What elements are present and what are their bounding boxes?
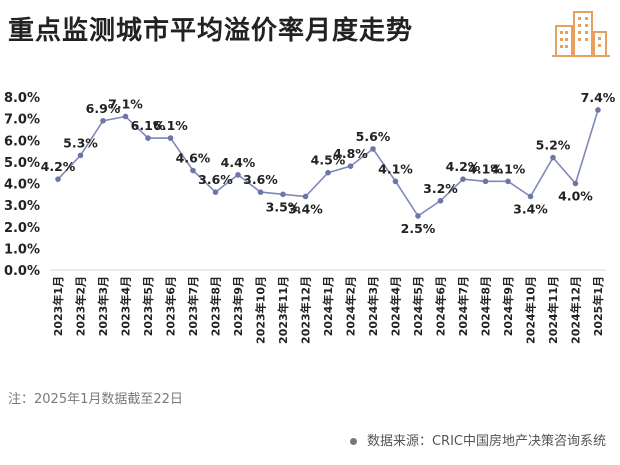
x-tick-label: 2023年6月 [164, 276, 178, 336]
data-label: 4.4% [221, 155, 256, 170]
x-tick-label: 2024年9月 [501, 276, 515, 336]
data-point [280, 191, 286, 198]
data-label: 4.2% [41, 159, 76, 174]
chart-title: 重点监测城市平均溢价率月度走势 [8, 16, 414, 46]
y-tick-label: 6.0% [4, 134, 40, 149]
x-tick-label: 2023年2月 [74, 276, 88, 336]
data-label: 5.6% [356, 129, 391, 144]
markers [55, 107, 601, 219]
data-label: 4.1% [468, 161, 503, 176]
data-label: 3.4% [513, 201, 548, 216]
dot-icon [349, 438, 357, 445]
data-point [572, 180, 579, 187]
data-label: 4.5% [311, 153, 346, 168]
data-point [347, 163, 354, 169]
x-tick-label: 2024年5月 [411, 276, 425, 336]
y-tick-label: 3.0% [4, 199, 40, 214]
data-label: 5.2% [536, 138, 571, 153]
x-tick-label: 2024年1月 [321, 276, 335, 336]
data-point [77, 152, 84, 159]
y-tick-label: 7.0% [4, 113, 40, 128]
data-point [212, 189, 219, 195]
data-label: 3.6% [243, 172, 278, 187]
x-tick-label: 2024年7月 [456, 276, 470, 336]
data-label: 4.1% [491, 161, 526, 176]
y-tick-label: 8.0% [4, 91, 40, 106]
data-point [370, 146, 376, 152]
data-label: 4.2% [446, 159, 481, 174]
data-point [122, 113, 129, 120]
y-tick-label: 5.0% [4, 156, 40, 171]
y-tick-label: 4.0% [4, 178, 40, 193]
data-point [505, 178, 511, 185]
x-tick-label: 2023年3月 [96, 276, 110, 336]
data-point [527, 193, 534, 200]
data-point [257, 189, 264, 195]
data-point [167, 135, 174, 141]
x-tick-label: 2023年8月 [209, 276, 223, 336]
footnote: 注：2025年1月数据截至22日 [8, 392, 183, 407]
data-label: 6.1% [131, 118, 166, 133]
x-axis: 2023年1月 2023年2月 2023年3月 2023年4月 2023年5月 2023年… [51, 276, 605, 344]
data-point [482, 178, 489, 185]
data-source-text: 数据来源：CRIC中国房地产决策咨询系统 [366, 434, 606, 449]
data-label: 3.4% [288, 201, 323, 216]
x-tick-label: 2024年3月 [366, 276, 380, 336]
x-tick-label: 2023年4月 [119, 276, 133, 336]
y-tick-label: 1.0% [4, 242, 40, 257]
data-point [437, 198, 444, 204]
x-tick-label: 2023年5月 [141, 276, 155, 336]
data-point [392, 178, 399, 185]
data-point [415, 213, 421, 219]
x-tick-label: 2024年11月 [546, 276, 560, 344]
data-point [302, 193, 309, 200]
data-label: 4.1% [378, 161, 413, 176]
data-point [595, 107, 601, 113]
buildings-icon [552, 11, 610, 57]
x-tick-label: 2024年12月 [569, 276, 583, 344]
x-tick-label: 2023年9月 [231, 276, 245, 336]
x-tick-label: 2024年2月 [344, 276, 358, 336]
data-point [235, 172, 241, 178]
x-tick-label: 2023年12月 [299, 276, 313, 344]
x-tick-label: 2024年6月 [434, 276, 448, 336]
data-label: 2.5% [401, 221, 436, 236]
data-label: 3.5% [266, 199, 301, 214]
data-point [460, 176, 466, 182]
x-tick-label: 2024年4月 [389, 276, 403, 336]
x-tick-label: 2023年7月 [186, 276, 200, 336]
data-label: 6.1% [153, 118, 188, 133]
x-tick-label: 2023年1月 [51, 276, 65, 336]
data-labels: 4.2% 5.3% 6.9%7.1% 6.1%6.1% 4.6% 3.6% 4.4% 3.6%… [41, 90, 616, 236]
x-tick-label: 2024年8月 [479, 276, 493, 336]
data-label: 7.4% [581, 90, 616, 105]
x-tick-label: 2025年1月 [591, 276, 605, 336]
data-source: 数据来源：CRIC中国房地产决策咨询系统 [349, 430, 606, 449]
data-point [100, 117, 106, 124]
data-label: 3.6% [198, 172, 233, 187]
data-label: 4.6% [176, 151, 211, 166]
y-axis: 0.0% 1.0% 2.0% 3.0% 4.0% 5.0% 6.0% 7.0% 8.0% [4, 91, 40, 279]
data-point [145, 135, 151, 141]
data-point [190, 167, 196, 174]
data-point [325, 169, 331, 176]
y-tick-label: 2.0% [4, 221, 40, 236]
x-tick-label: 2023年10月 [254, 276, 268, 344]
data-label: 7.1% [108, 96, 143, 111]
x-tick-label: 2023年11月 [276, 276, 290, 344]
data-point [55, 176, 61, 182]
data-label: 4.0% [558, 189, 593, 204]
data-point [550, 154, 556, 161]
y-tick-label: 0.0% [4, 264, 40, 279]
data-label: 5.3% [63, 135, 98, 150]
data-label: 6.9% [86, 101, 121, 116]
x-tick-label: 2024年10月 [524, 276, 538, 344]
data-label: 3.2% [423, 181, 458, 196]
data-label: 4.8% [333, 146, 368, 161]
